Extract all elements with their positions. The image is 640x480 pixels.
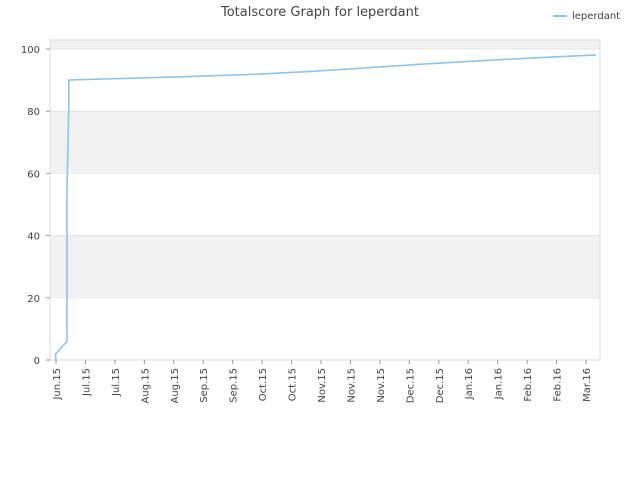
x-tick-label: Aug.15 bbox=[140, 368, 151, 403]
y-tick-label: 60 bbox=[27, 169, 40, 180]
x-tick-label: Jul.15 bbox=[111, 368, 122, 397]
y-tick-label: 20 bbox=[27, 294, 40, 305]
x-tick-label: Nov.15 bbox=[376, 368, 387, 403]
chart-title: Totalscore Graph for leperdant bbox=[220, 5, 419, 20]
y-axis: 0 20 40 60 80 100 bbox=[21, 45, 50, 367]
series-line bbox=[54, 54, 597, 360]
x-tick-label: Dec.15 bbox=[435, 368, 446, 403]
y-tick-label: 40 bbox=[27, 232, 40, 243]
grid-band bbox=[50, 40, 600, 49]
grid-bands bbox=[50, 40, 600, 299]
x-tick-label: Jun.15 bbox=[52, 368, 63, 401]
x-tick-label: Jul.15 bbox=[81, 368, 92, 397]
x-tick-label: Mar.16 bbox=[582, 368, 593, 402]
legend-label: leperdant bbox=[572, 11, 620, 22]
legend: leperdant bbox=[553, 11, 620, 22]
x-tick-label: Oct.15 bbox=[288, 368, 299, 401]
plot-area bbox=[49, 39, 601, 361]
grid-band bbox=[50, 235, 600, 298]
x-tick-label: Jan.16 bbox=[464, 368, 475, 400]
x-tick-label: Feb.16 bbox=[553, 368, 564, 402]
x-tick-label: Feb.16 bbox=[523, 368, 534, 402]
series-lines bbox=[54, 54, 597, 360]
x-tick-label: Nov.15 bbox=[346, 368, 357, 403]
y-tick-label: 80 bbox=[27, 107, 40, 118]
x-tick-label: Oct.15 bbox=[258, 368, 269, 401]
x-tick-label: Sep.15 bbox=[199, 368, 210, 403]
x-tick-label: Jan.16 bbox=[494, 368, 505, 400]
y-tick-label: 100 bbox=[21, 45, 40, 56]
x-tick-label: Nov.15 bbox=[317, 368, 328, 403]
y-tick-label: 0 bbox=[34, 356, 40, 367]
x-tick-label: Aug.15 bbox=[170, 368, 181, 403]
x-tick-label: Dec.15 bbox=[405, 368, 416, 403]
x-axis: Jun.15 Jul.15 Jul.15 Aug.15 Aug.15 Sep.15 Sep.… bbox=[52, 360, 593, 403]
x-tick-label: Sep.15 bbox=[229, 368, 240, 403]
grid-band bbox=[50, 111, 600, 174]
